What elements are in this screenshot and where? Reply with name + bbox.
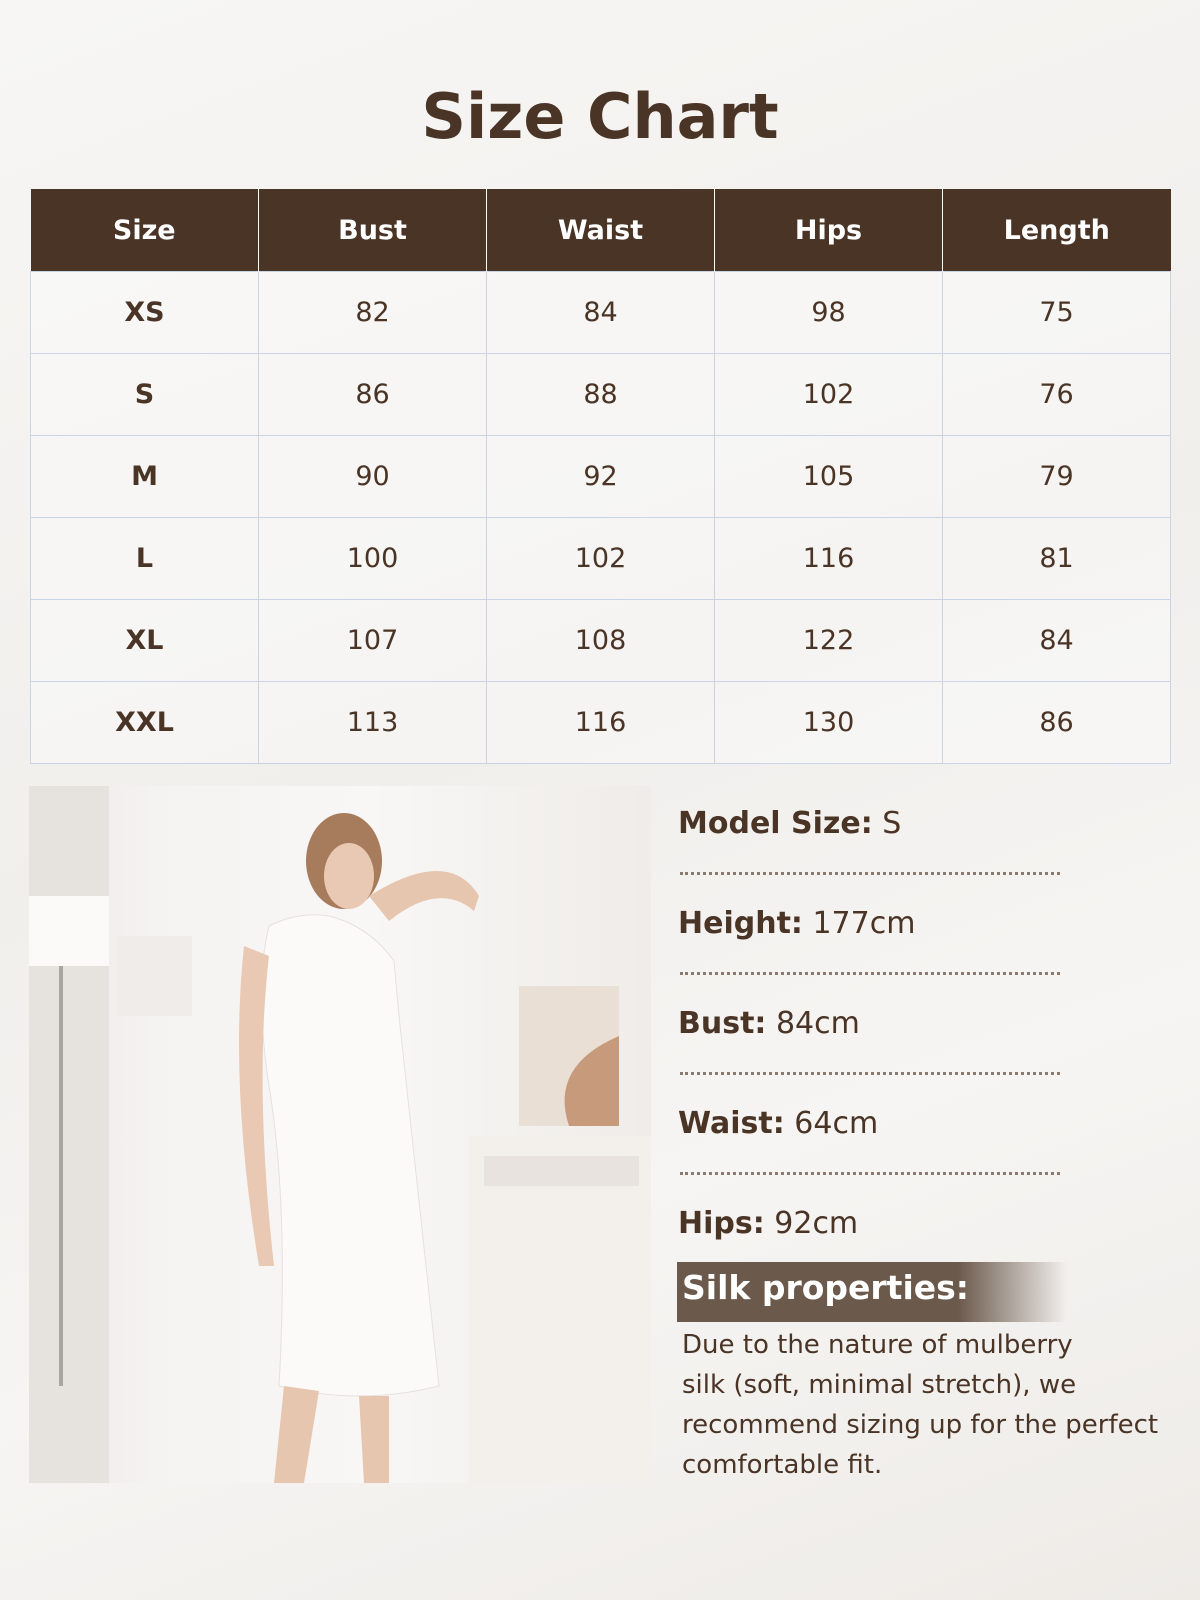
table-row: XL 107 108 122 84 xyxy=(30,599,1171,682)
measurement-value: S xyxy=(882,806,902,841)
header-length: Length xyxy=(942,189,1171,272)
measurement-value: 92cm xyxy=(774,1206,859,1241)
measurement-cell: 116 xyxy=(714,517,943,600)
page-title: Size Chart xyxy=(421,80,779,153)
measurement-cell: 130 xyxy=(714,681,943,764)
silk-properties-title: Silk properties: xyxy=(682,1268,969,1307)
header-hips: Hips xyxy=(714,189,943,272)
model-measurement: Waist: 64cm xyxy=(678,1106,878,1141)
silk-text-line: comfortable fit. xyxy=(682,1450,883,1480)
measurement-cell: 88 xyxy=(486,353,715,436)
measurement-label: Hips: xyxy=(678,1206,765,1241)
measurement-cell: 122 xyxy=(714,599,943,682)
size-cell: XL xyxy=(30,599,259,682)
header-size: Size xyxy=(30,189,259,272)
dotted-divider xyxy=(680,972,1060,975)
model-illustration xyxy=(29,786,651,1483)
measurement-cell: 102 xyxy=(486,517,715,600)
header-bust: Bust xyxy=(258,189,487,272)
silk-properties-text: Due to the nature of mulberry silk (soft… xyxy=(682,1325,1197,1485)
silk-text-line: silk (soft, minimal stretch), we xyxy=(682,1370,1077,1400)
measurement-cell: 116 xyxy=(486,681,715,764)
measurement-cell: 86 xyxy=(258,353,487,436)
measurement-cell: 84 xyxy=(486,271,715,354)
measurement-value: 177cm xyxy=(812,906,916,941)
size-cell: L xyxy=(30,517,259,600)
table-row: S 86 88 102 76 xyxy=(30,353,1171,436)
measurement-value: 64cm xyxy=(794,1106,879,1141)
size-cell: XXL xyxy=(30,681,259,764)
silk-text-line: Due to the nature of mulberry xyxy=(682,1330,1073,1360)
size-cell: XS xyxy=(30,271,259,354)
measurement-cell: 92 xyxy=(486,435,715,518)
measurement-cell: 113 xyxy=(258,681,487,764)
measurement-cell: 81 xyxy=(942,517,1171,600)
model-photo xyxy=(29,786,651,1483)
measurement-cell: 108 xyxy=(486,599,715,682)
model-measurement: Bust: 84cm xyxy=(678,1006,860,1041)
dotted-divider xyxy=(680,1172,1060,1175)
measurement-cell: 76 xyxy=(942,353,1171,436)
table-row: L 100 102 116 81 xyxy=(30,517,1171,600)
table-row: M 90 92 105 79 xyxy=(30,435,1171,518)
measurement-cell: 82 xyxy=(258,271,487,354)
measurement-cell: 79 xyxy=(942,435,1171,518)
header-waist: Waist xyxy=(486,189,715,272)
measurement-label: Model Size: xyxy=(678,806,873,841)
silk-text-line: recommend sizing up for the perfect xyxy=(682,1410,1159,1440)
measurement-cell: 100 xyxy=(258,517,487,600)
measurement-cell: 75 xyxy=(942,271,1171,354)
measurement-cell: 84 xyxy=(942,599,1171,682)
measurement-value: 84cm xyxy=(775,1006,860,1041)
model-measurement: Model Size: S xyxy=(678,806,901,841)
measurement-label: Bust: xyxy=(678,1006,767,1041)
measurement-cell: 86 xyxy=(942,681,1171,764)
table-row: XXL 113 116 130 86 xyxy=(30,681,1171,764)
measurement-cell: 105 xyxy=(714,435,943,518)
dotted-divider xyxy=(680,872,1060,875)
size-cell: S xyxy=(30,353,259,436)
table-row: XS 82 84 98 75 xyxy=(30,271,1171,354)
measurement-label: Waist: xyxy=(678,1106,785,1141)
silk-properties-banner xyxy=(677,1262,1067,1322)
table-header-row: Size Bust Waist Hips Length xyxy=(30,189,1171,272)
size-cell: M xyxy=(30,435,259,518)
measurement-cell: 102 xyxy=(714,353,943,436)
size-chart-table: Size Bust Waist Hips Length XS 82 84 98 75 S 8… xyxy=(30,189,1171,764)
measurement-cell: 107 xyxy=(258,599,487,682)
measurement-label: Height: xyxy=(678,906,803,941)
measurement-cell: 98 xyxy=(714,271,943,354)
dotted-divider xyxy=(680,1072,1060,1075)
model-measurement: Height: 177cm xyxy=(678,906,915,941)
model-measurement: Hips: 92cm xyxy=(678,1206,858,1241)
measurement-cell: 90 xyxy=(258,435,487,518)
